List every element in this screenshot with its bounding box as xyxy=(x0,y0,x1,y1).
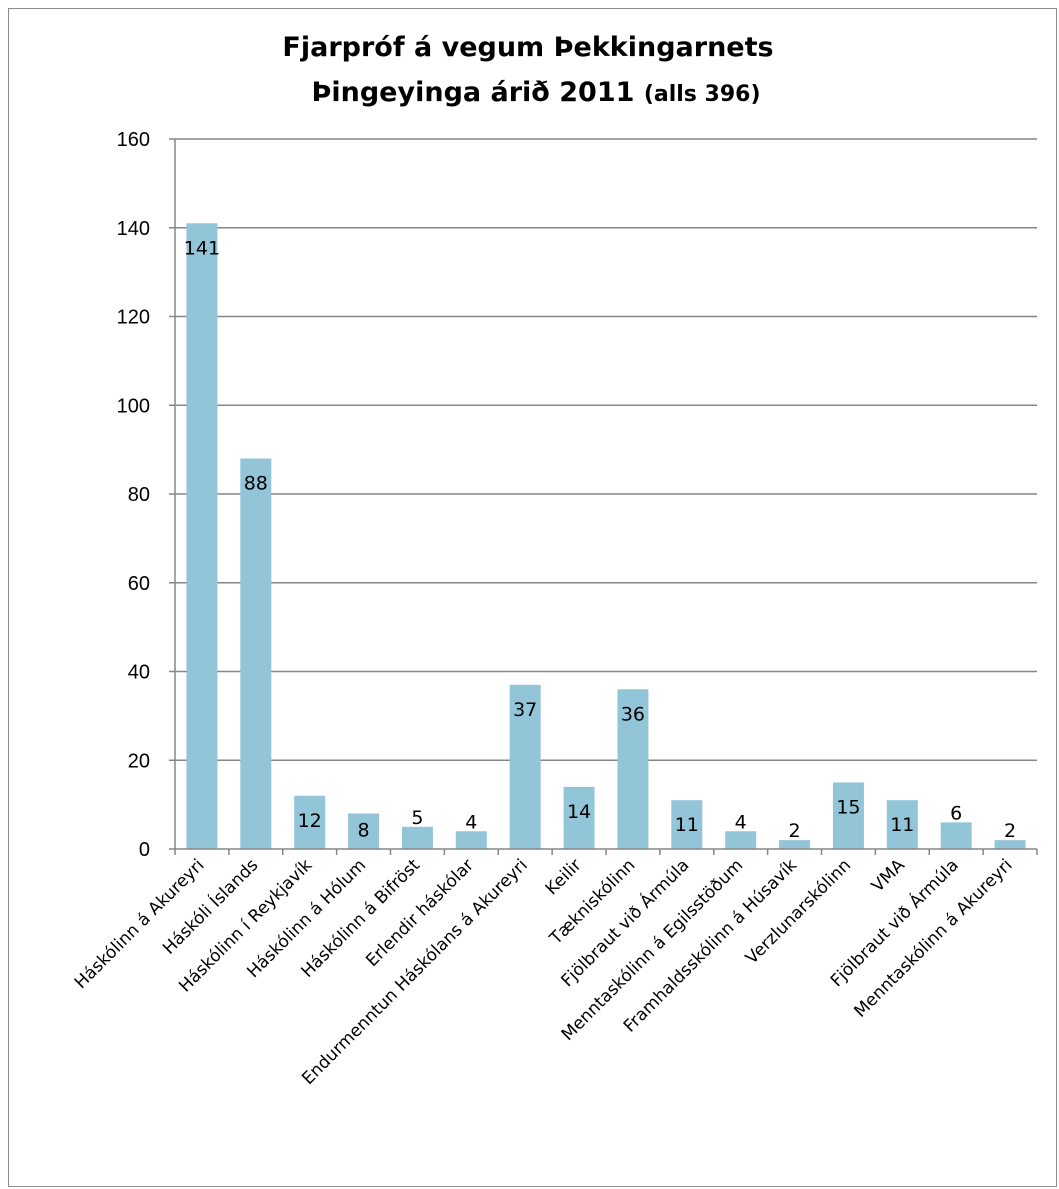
y-tick-label: 80 xyxy=(128,484,150,506)
data-label: 37 xyxy=(513,699,537,721)
chart-title-line2-main: Þingeyinga árið 2011 xyxy=(311,77,643,108)
bar xyxy=(725,831,757,849)
y-axis-ticks: 0 20 40 60 80 100 120 140 160 xyxy=(117,129,150,861)
bar xyxy=(832,782,864,849)
y-tick-label: 100 xyxy=(117,395,150,417)
data-label: 6 xyxy=(950,802,962,824)
data-label: 4 xyxy=(465,811,477,833)
chart-title-line1: Fjarpróf á vegum Þekkingarnets xyxy=(282,32,773,63)
y-tick-label: 140 xyxy=(117,218,150,240)
bar xyxy=(401,826,433,849)
bar xyxy=(940,822,972,849)
data-label: 11 xyxy=(675,814,699,836)
x-category-label: Verzlunarskólinn xyxy=(742,855,855,968)
bar xyxy=(509,684,541,849)
data-label: 2 xyxy=(789,820,801,842)
data-label: 4 xyxy=(735,811,747,833)
y-tick-label: 120 xyxy=(117,307,150,329)
bar xyxy=(671,800,703,849)
bar xyxy=(294,795,326,849)
data-label: 14 xyxy=(567,801,591,823)
chart-frame xyxy=(8,8,1057,1187)
y-tick-label: 160 xyxy=(117,129,150,151)
data-label: 5 xyxy=(411,807,423,829)
data-label: 141 xyxy=(184,237,220,259)
data-label: 15 xyxy=(836,796,860,818)
data-label: 36 xyxy=(621,703,645,725)
y-tick-label: 0 xyxy=(139,839,150,861)
y-tick-label: 60 xyxy=(128,573,150,595)
data-label: 11 xyxy=(890,814,914,836)
y-tick-label: 40 xyxy=(128,662,150,684)
x-category-label: Keilir xyxy=(542,855,586,899)
data-label: 2 xyxy=(1004,820,1016,842)
axes xyxy=(169,138,1038,855)
y-tick-label: 20 xyxy=(128,750,150,772)
bar xyxy=(240,458,272,849)
bar xyxy=(994,840,1026,849)
bar xyxy=(186,223,218,849)
bar xyxy=(348,813,380,849)
x-category-label: VMA xyxy=(868,855,909,896)
bar xyxy=(779,840,811,849)
bar xyxy=(563,786,595,849)
chart-title-total: (alls 396) xyxy=(644,82,761,107)
x-category-label: Háskóli Íslands xyxy=(158,854,263,959)
bar xyxy=(455,831,487,849)
data-labels: 141 88 12 8 5 4 37 14 36 11 4 2 15 11 6 2 xyxy=(184,237,1016,842)
data-label: 12 xyxy=(298,810,322,832)
gridlines xyxy=(175,138,1037,761)
data-label: 88 xyxy=(244,473,268,495)
bar xyxy=(617,689,649,849)
bar xyxy=(886,800,918,849)
data-label: 8 xyxy=(358,820,370,842)
bars xyxy=(186,223,1026,849)
chart-title-line2: Þingeyinga árið 2011 (alls 396) xyxy=(311,77,760,108)
